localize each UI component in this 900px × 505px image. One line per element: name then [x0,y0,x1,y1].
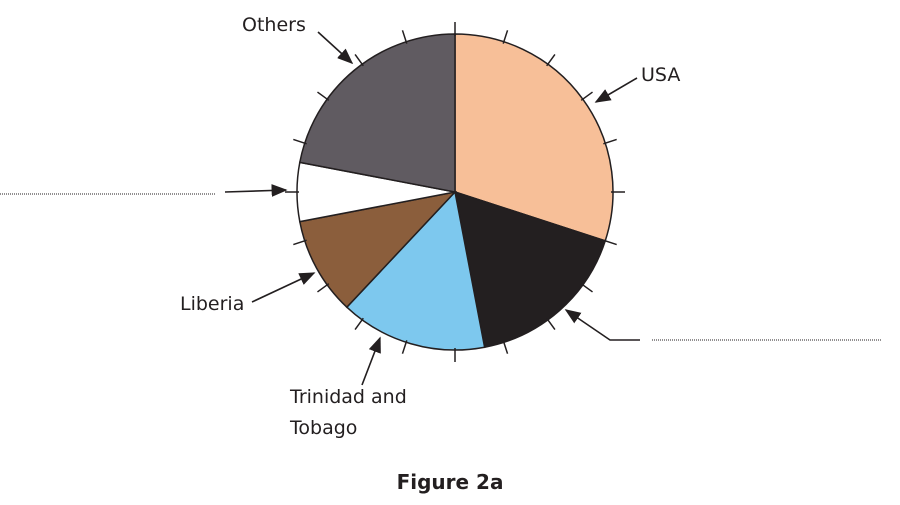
rim-tick [293,138,307,145]
slice-label: Others [242,14,306,36]
rim-tick [603,138,617,145]
rim-tick [354,54,364,67]
rim-tick [354,317,364,330]
rim-tick [317,91,330,101]
arrow [317,31,354,65]
rim-tick [401,340,408,354]
rim-tick [546,317,556,330]
pie-slice [298,33,456,193]
rim-tick [293,239,307,246]
pie-slice [298,190,458,309]
rim-tick [603,239,617,246]
arrow [564,309,640,341]
rim-tick [580,283,593,293]
chart-title: Figure 2a [396,470,504,494]
rim-tick [580,91,593,101]
arrow [224,184,288,197]
pie-slice [345,190,486,351]
slice-label: Liberia [180,293,245,315]
slice-label: USA [641,64,681,86]
slice-label: Trinidad and Tobago [290,386,407,439]
rim-tick [502,340,509,354]
arrow [594,77,638,103]
arrow [251,272,316,303]
rim-tick [546,54,556,67]
pie-slice [454,190,607,349]
blank-lines [0,193,882,341]
pie [285,22,625,362]
arrow [361,336,381,386]
rim-tick [317,283,330,293]
leader-lines [224,31,640,386]
rim-tick [401,30,408,44]
rim-tick [502,30,509,44]
